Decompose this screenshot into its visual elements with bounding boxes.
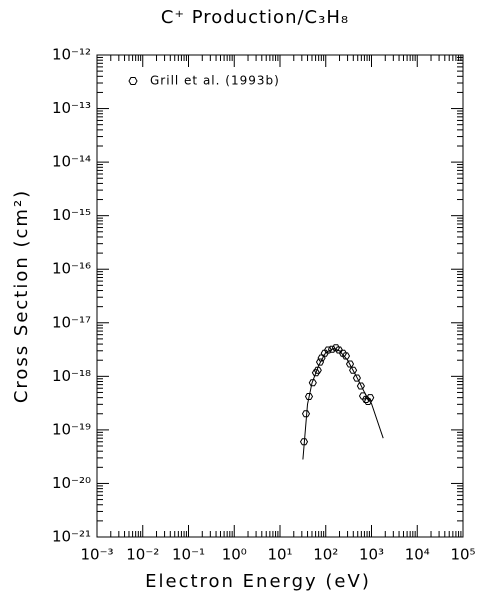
plot-frame xyxy=(96,54,464,538)
data-point xyxy=(301,410,311,418)
x-tick-label: 10² xyxy=(313,546,338,564)
data-point xyxy=(317,354,326,362)
x-tick-label: 10⁻³ xyxy=(80,546,113,564)
y-tick-label: 10⁻²¹ xyxy=(52,528,91,546)
x-tick-label: 10⁻¹ xyxy=(172,546,205,564)
y-tick-label: 10⁻¹² xyxy=(52,46,91,64)
data-point xyxy=(363,397,373,405)
legend-label: Grill et al. (1993b) xyxy=(150,74,280,88)
x-tick-label: 10³ xyxy=(359,546,384,564)
fit-line xyxy=(302,348,384,460)
data-point xyxy=(313,366,322,374)
x-tick-label: 10⁰ xyxy=(222,546,247,564)
data-point xyxy=(341,352,351,360)
data-point xyxy=(320,349,329,357)
data-point xyxy=(304,393,314,400)
data-point xyxy=(331,344,340,352)
chart-title: C⁺ Production/C₃H₈ xyxy=(161,7,349,28)
data-point xyxy=(334,346,343,354)
x-tick-label: 10⁻² xyxy=(126,546,159,564)
data-point xyxy=(299,438,309,446)
x-tick-label: 10⁴ xyxy=(405,546,430,564)
y-tick-label: 10⁻¹³ xyxy=(52,99,91,117)
legend-marker xyxy=(128,77,138,85)
y-tick-label: 10⁻¹⁸ xyxy=(52,367,91,385)
data-point xyxy=(311,369,320,377)
y-tick-label: 10⁻¹⁷ xyxy=(52,313,91,331)
x-tick-label: 10¹ xyxy=(267,546,292,564)
y-tick-label: 10⁻¹⁵ xyxy=(52,206,91,224)
x-tick-label: 10⁵ xyxy=(450,546,475,564)
y-tick-label: 10⁻¹⁴ xyxy=(52,153,91,171)
y-axis-label: Cross Section (cm²) xyxy=(11,189,32,403)
y-tick-label: 10⁻¹⁹ xyxy=(52,420,91,438)
data-point xyxy=(308,379,317,387)
y-tick-label: 10⁻¹⁶ xyxy=(52,260,91,278)
x-axis-label: Electron Energy (eV) xyxy=(145,571,371,592)
y-tick-label: 10⁻²⁰ xyxy=(52,474,91,492)
